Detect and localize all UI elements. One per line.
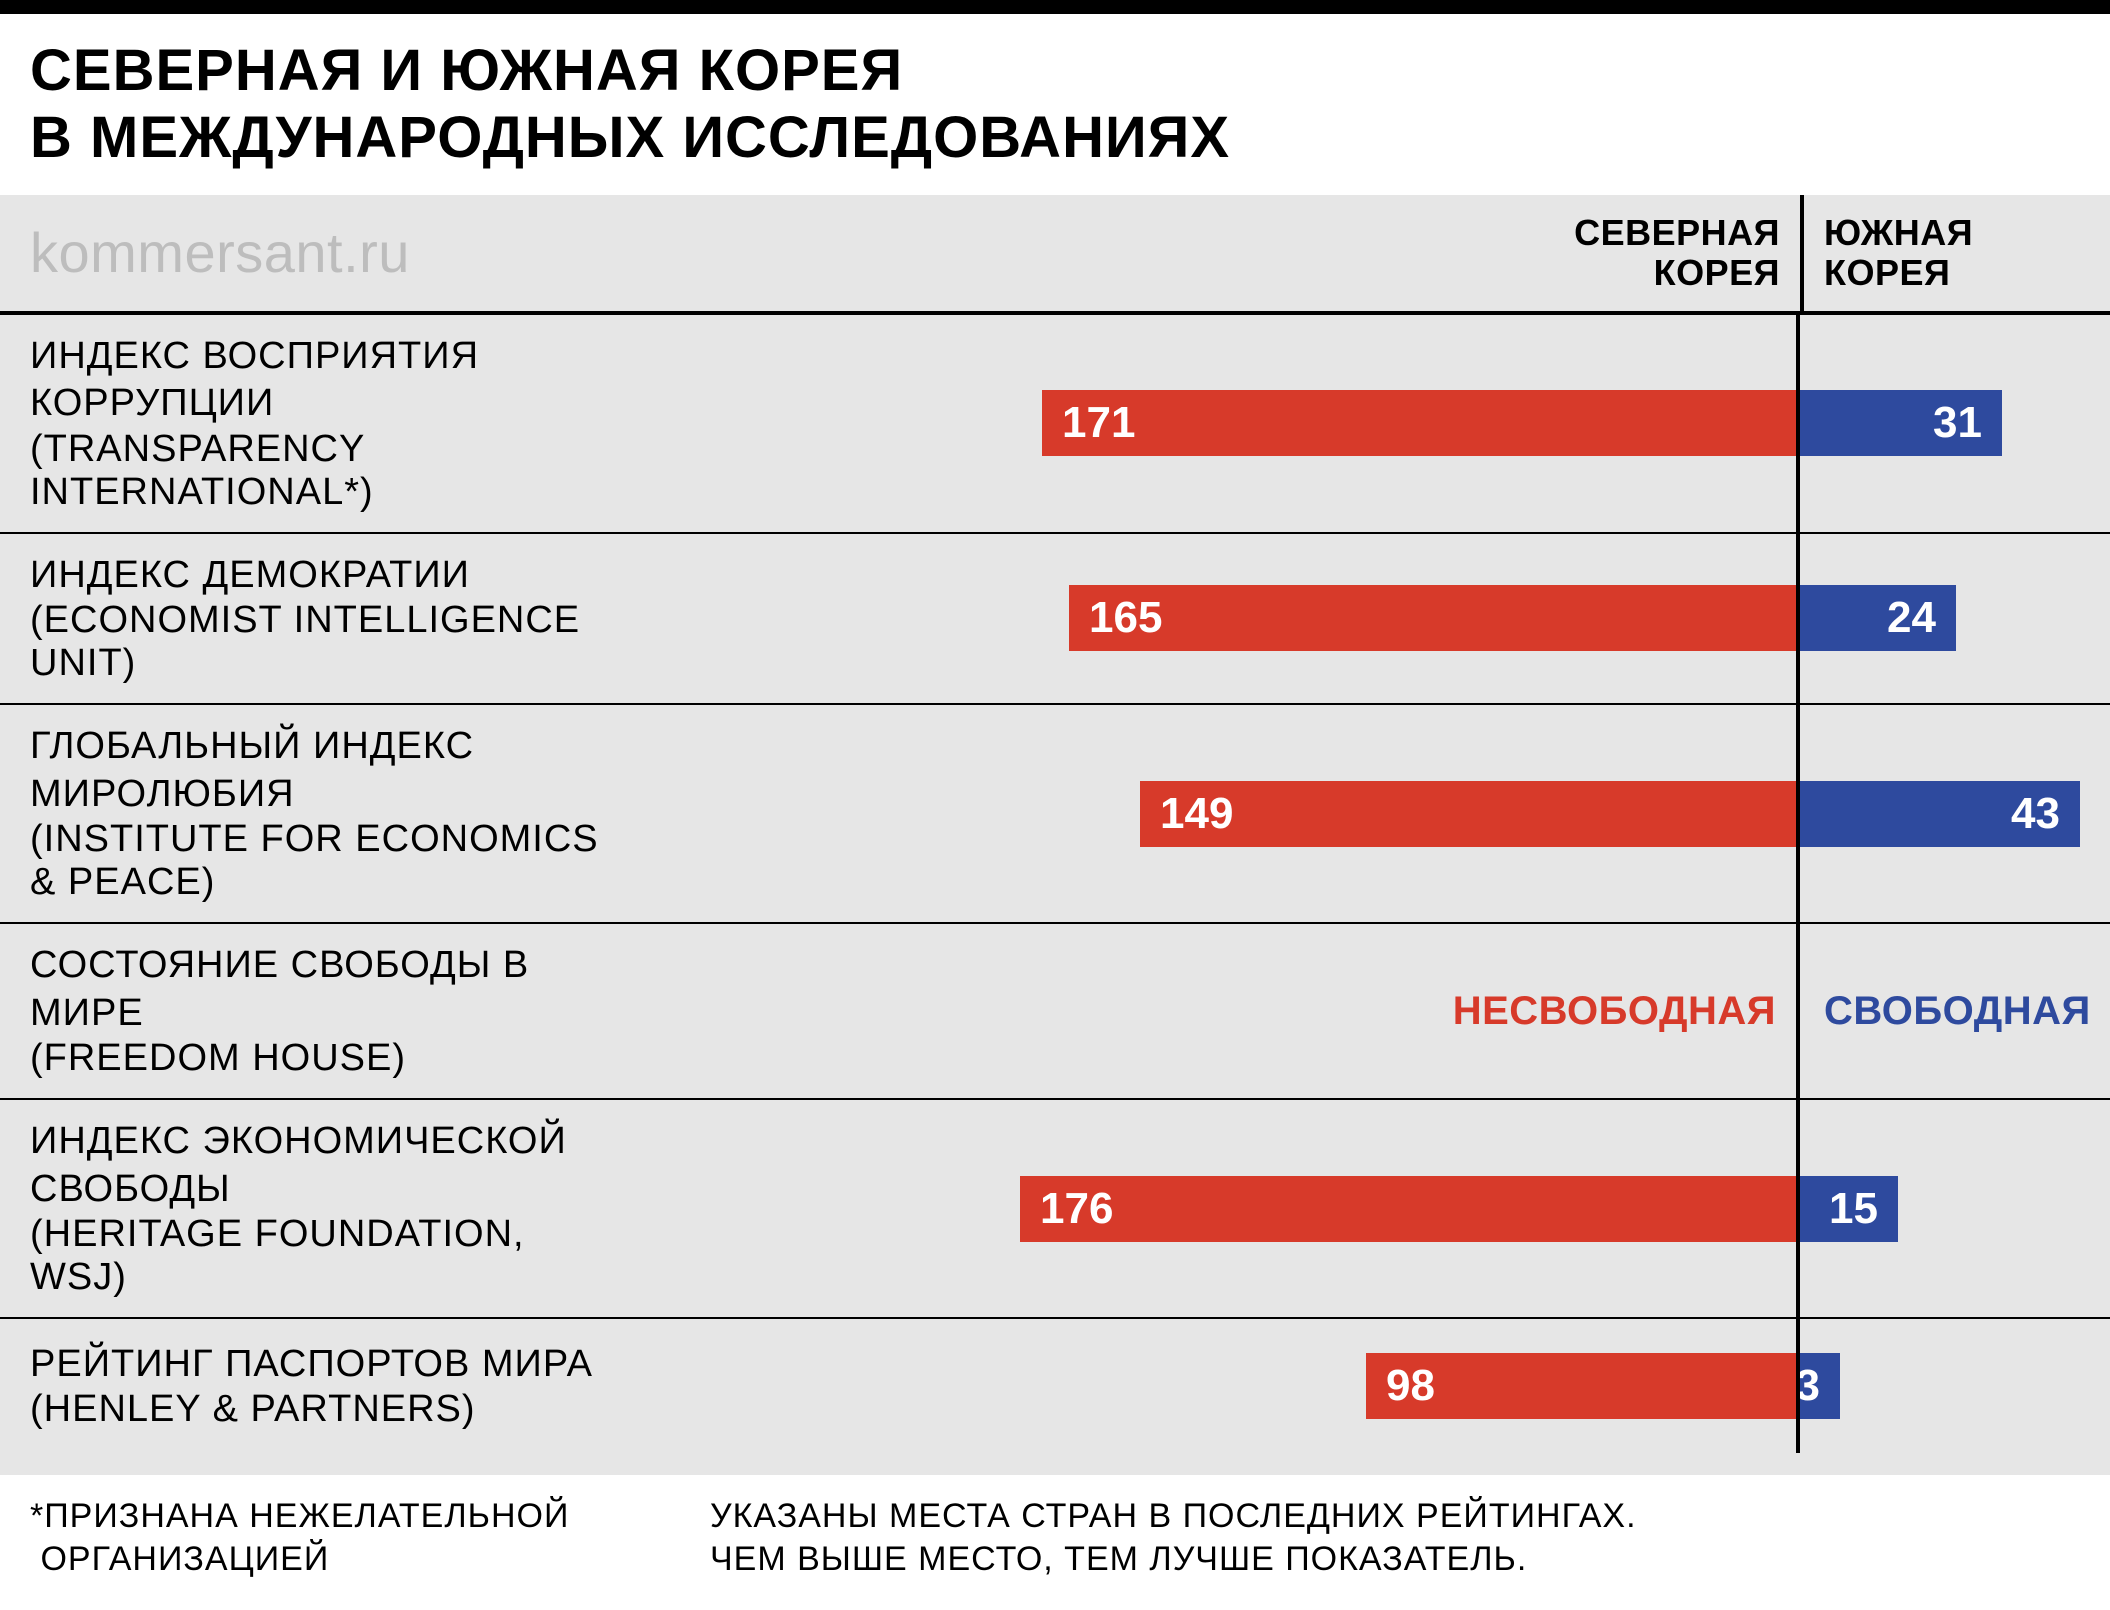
north-bar: 171 bbox=[1042, 390, 1800, 456]
north-bar: 149 bbox=[1140, 781, 1800, 847]
center-divider bbox=[1796, 315, 1800, 532]
north-bar: 165 bbox=[1069, 585, 1800, 651]
footnote-right: УКАЗАНЫ МЕСТА СТРАН В ПОСЛЕДНИХ РЕЙТИНГА… bbox=[690, 1495, 2080, 1580]
rows-host: ИНДЕКС ВОСПРИЯТИЯ КОРРУПЦИИ(TRANSPARENCY… bbox=[0, 315, 2110, 1454]
south-region: 24 bbox=[1800, 585, 2110, 651]
north-header-line2: КОРЕЯ bbox=[660, 253, 1780, 293]
row-bars-area: 165 24 bbox=[660, 534, 2110, 704]
center-divider bbox=[1796, 924, 1800, 1098]
row-label: ГЛОБАЛЬНЫЙ ИНДЕКС МИРОЛЮБИЯ bbox=[30, 723, 630, 818]
row-sublabel: (FREEDOM HOUSE) bbox=[30, 1037, 630, 1080]
row-label-cell: РЕЙТИНГ ПАСПОРТОВ МИРА(HENLEY & PARTNERS… bbox=[0, 1319, 660, 1453]
north-region: НЕСВОБОДНАЯ bbox=[660, 989, 1800, 1034]
center-divider bbox=[1796, 1319, 1800, 1453]
footnote-right-line2: ЧЕМ ВЫШЕ МЕСТО, ТЕМ ЛУЧШЕ ПОКАЗАТЕЛЬ. bbox=[710, 1538, 2080, 1581]
north-region: 171 bbox=[660, 390, 1800, 456]
center-divider bbox=[1796, 534, 1800, 704]
footnote-left-line2: ОРГАНИЗАЦИЕЙ bbox=[30, 1538, 690, 1581]
north-region: 98 bbox=[660, 1353, 1800, 1419]
footnote-left-line1: *ПРИЗНАНА НЕЖЕЛАТЕЛЬНОЙ bbox=[30, 1495, 690, 1538]
north-value: 165 bbox=[1089, 593, 1162, 643]
row-label-cell: ИНДЕКС ВОСПРИЯТИЯ КОРРУПЦИИ(TRANSPARENCY… bbox=[0, 315, 660, 532]
north-region: 176 bbox=[660, 1176, 1800, 1242]
data-row: ИНДЕКС ВОСПРИЯТИЯ КОРРУПЦИИ(TRANSPARENCY… bbox=[0, 315, 2110, 534]
north-header-line1: СЕВЕРНАЯ bbox=[660, 213, 1780, 253]
center-divider bbox=[1796, 705, 1800, 922]
north-value: 149 bbox=[1160, 789, 1233, 839]
data-row: ИНДЕКС ЭКОНОМИЧЕСКОЙ СВОБОДЫ(HERITAGE FO… bbox=[0, 1100, 2110, 1319]
north-value: 98 bbox=[1386, 1361, 1435, 1411]
watermark-cell: kommersant.ru bbox=[0, 195, 660, 310]
row-sublabel: (INSTITUTE FOR ECONOMICS & PEACE) bbox=[30, 818, 630, 904]
row-label: ИНДЕКС ЭКОНОМИЧЕСКОЙ СВОБОДЫ bbox=[30, 1118, 630, 1213]
data-row: ИНДЕКС ДЕМОКРАТИИ(ECONOMIST INTELLIGENCE… bbox=[0, 534, 2110, 706]
south-bar: 3 bbox=[1800, 1353, 1840, 1419]
row-bars-area: НЕСВОБОДНАЯСВОБОДНАЯ bbox=[660, 924, 2110, 1098]
south-bar: 31 bbox=[1800, 390, 2002, 456]
south-column-header: ЮЖНАЯ КОРЕЯ bbox=[1800, 195, 2110, 310]
row-sublabel: (TRANSPARENCY INTERNATIONAL*) bbox=[30, 428, 630, 514]
footer: *ПРИЗНАНА НЕЖЕЛАТЕЛЬНОЙ ОРГАНИЗАЦИЕЙ УКА… bbox=[0, 1475, 2110, 1610]
north-status: НЕСВОБОДНАЯ bbox=[1453, 989, 1800, 1034]
north-region: 165 bbox=[660, 585, 1800, 651]
south-value: 43 bbox=[2011, 789, 2060, 839]
row-label-cell: ИНДЕКС ЭКОНОМИЧЕСКОЙ СВОБОДЫ(HERITAGE FO… bbox=[0, 1100, 660, 1317]
south-value: 31 bbox=[1933, 398, 1982, 448]
header-columns: СЕВЕРНАЯ КОРЕЯ ЮЖНАЯ КОРЕЯ bbox=[660, 195, 2110, 310]
title-line-2: В МЕЖДУНАРОДНЫХ ИССЛЕДОВАНИЯХ bbox=[30, 105, 2080, 172]
row-label: РЕЙТИНГ ПАСПОРТОВ МИРА bbox=[30, 1341, 630, 1389]
data-row: СОСТОЯНИЕ СВОБОДЫ В МИРЕ(FREEDOM HOUSE)Н… bbox=[0, 924, 2110, 1100]
south-status: СВОБОДНАЯ bbox=[1800, 989, 2091, 1034]
row-sublabel: (HERITAGE FOUNDATION, WSJ) bbox=[30, 1213, 630, 1299]
row-label-cell: СОСТОЯНИЕ СВОБОДЫ В МИРЕ(FREEDOM HOUSE) bbox=[0, 924, 660, 1098]
south-bar: 24 bbox=[1800, 585, 1956, 651]
south-region: 15 bbox=[1800, 1176, 2110, 1242]
row-label: СОСТОЯНИЕ СВОБОДЫ В МИРЕ bbox=[30, 942, 630, 1037]
row-label: ИНДЕКС ДЕМОКРАТИИ bbox=[30, 552, 630, 600]
center-divider bbox=[1796, 1100, 1800, 1317]
footnote-left: *ПРИЗНАНА НЕЖЕЛАТЕЛЬНОЙ ОРГАНИЗАЦИЕЙ bbox=[30, 1495, 690, 1580]
north-region: 149 bbox=[660, 781, 1800, 847]
south-bar: 15 bbox=[1800, 1176, 1898, 1242]
south-region: СВОБОДНАЯ bbox=[1800, 989, 2110, 1034]
chart-area: kommersant.ru СЕВЕРНАЯ КОРЕЯ ЮЖНАЯ КОРЕЯ… bbox=[0, 195, 2110, 1475]
data-row: РЕЙТИНГ ПАСПОРТОВ МИРА(HENLEY & PARTNERS… bbox=[0, 1319, 2110, 1453]
top-rule bbox=[0, 0, 2110, 14]
north-bar: 176 bbox=[1020, 1176, 1800, 1242]
south-header-line2: КОРЕЯ bbox=[1824, 253, 2110, 293]
row-sublabel: (ECONOMIST INTELLIGENCE UNIT) bbox=[30, 599, 630, 685]
row-bars-area: 176 15 bbox=[660, 1100, 2110, 1317]
footer-gap bbox=[0, 1453, 2110, 1475]
title-line-1: СЕВЕРНАЯ И ЮЖНАЯ КОРЕЯ bbox=[30, 38, 2080, 105]
south-bar: 43 bbox=[1800, 781, 2080, 847]
south-value: 15 bbox=[1829, 1184, 1878, 1234]
row-label-cell: ГЛОБАЛЬНЫЙ ИНДЕКС МИРОЛЮБИЯ(INSTITUTE FO… bbox=[0, 705, 660, 922]
footnote-right-line1: УКАЗАНЫ МЕСТА СТРАН В ПОСЛЕДНИХ РЕЙТИНГА… bbox=[710, 1495, 2080, 1538]
row-bars-area: 98 3 bbox=[660, 1319, 2110, 1453]
north-value: 176 bbox=[1040, 1184, 1113, 1234]
header-row: kommersant.ru СЕВЕРНАЯ КОРЕЯ ЮЖНАЯ КОРЕЯ bbox=[0, 195, 2110, 314]
north-bar: 98 bbox=[1366, 1353, 1800, 1419]
chart-container: СЕВЕРНАЯ И ЮЖНАЯ КОРЕЯ В МЕЖДУНАРОДНЫХ И… bbox=[0, 0, 2110, 1610]
south-region: 43 bbox=[1800, 781, 2110, 847]
north-value: 171 bbox=[1062, 398, 1135, 448]
row-label-cell: ИНДЕКС ДЕМОКРАТИИ(ECONOMIST INTELLIGENCE… bbox=[0, 534, 660, 704]
title-block: СЕВЕРНАЯ И ЮЖНАЯ КОРЕЯ В МЕЖДУНАРОДНЫХ И… bbox=[0, 38, 2110, 195]
north-column-header: СЕВЕРНАЯ КОРЕЯ bbox=[660, 195, 1800, 310]
south-header-line1: ЮЖНАЯ bbox=[1824, 213, 2110, 253]
south-region: 31 bbox=[1800, 390, 2110, 456]
row-label: ИНДЕКС ВОСПРИЯТИЯ КОРРУПЦИИ bbox=[30, 333, 630, 428]
data-row: ГЛОБАЛЬНЫЙ ИНДЕКС МИРОЛЮБИЯ(INSTITUTE FO… bbox=[0, 705, 2110, 924]
watermark: kommersant.ru bbox=[30, 220, 630, 285]
row-bars-area: 171 31 bbox=[660, 315, 2110, 532]
south-value: 24 bbox=[1887, 593, 1936, 643]
row-bars-area: 149 43 bbox=[660, 705, 2110, 922]
row-sublabel: (HENLEY & PARTNERS) bbox=[30, 1388, 630, 1431]
south-region: 3 bbox=[1800, 1353, 2110, 1419]
